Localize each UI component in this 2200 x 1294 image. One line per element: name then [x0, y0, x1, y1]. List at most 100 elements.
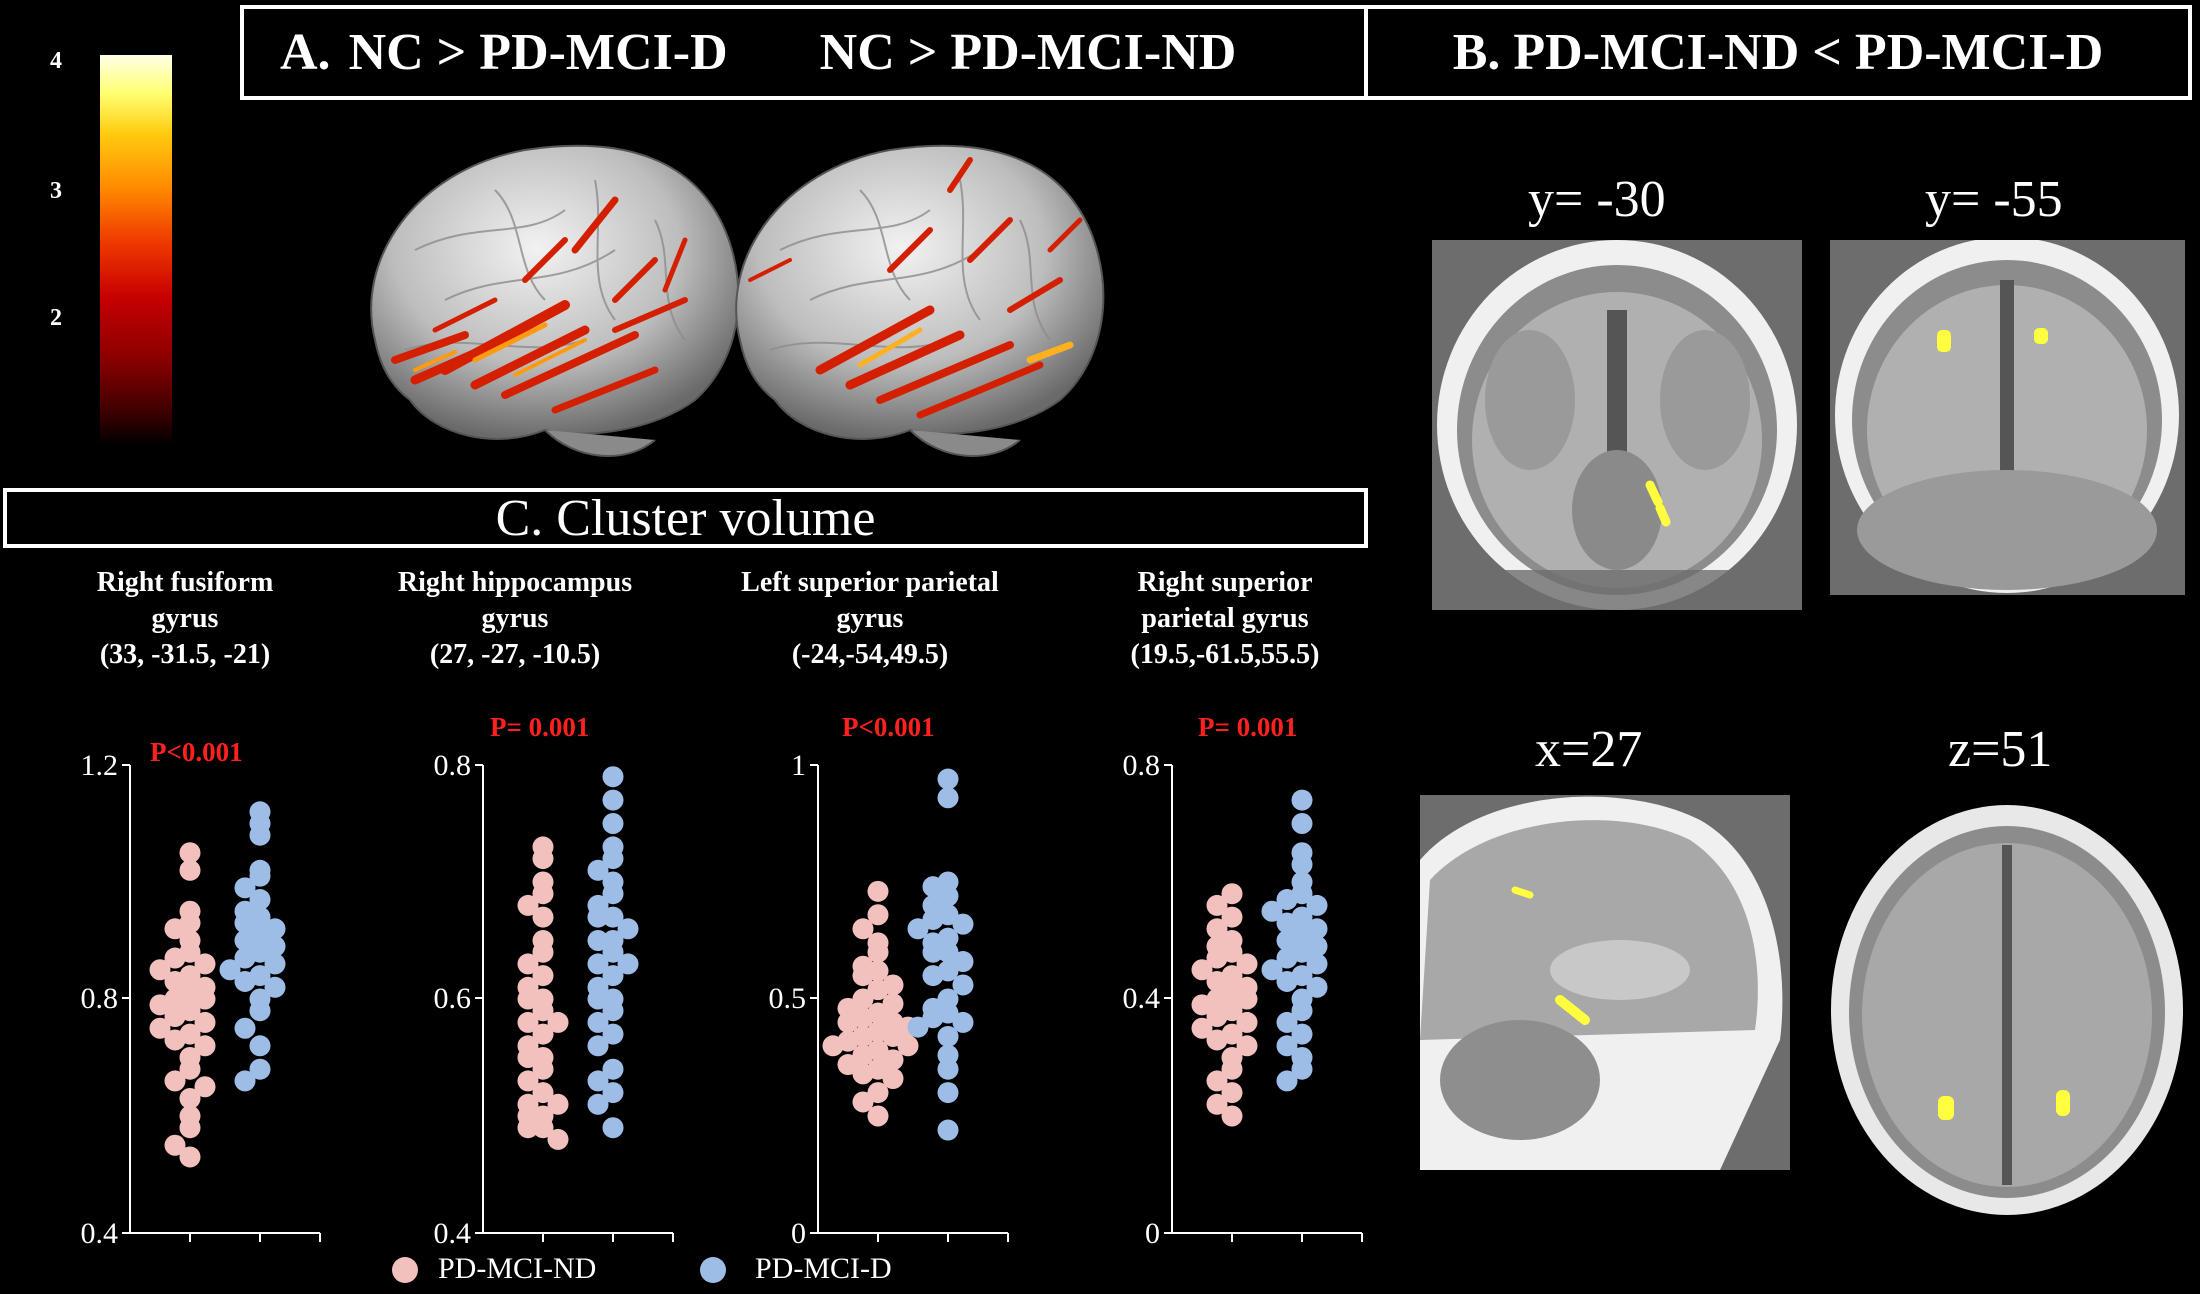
data-point-pd-mci-nd — [547, 1093, 569, 1115]
data-point-pd-mci-nd — [867, 1105, 889, 1127]
y-tick-label: 1.2 — [81, 749, 119, 782]
data-point-pd-mci-nd — [852, 918, 874, 940]
data-point-pd-mci-nd — [194, 1011, 216, 1033]
data-point-pd-mci-nd — [837, 1011, 859, 1033]
data-point-pd-mci-nd — [837, 1054, 859, 1076]
data-point-pd-mci-d — [587, 1035, 609, 1057]
data-point-pd-mci-d — [952, 951, 974, 973]
legend-label-d: PD-MCI-D — [755, 1252, 892, 1285]
legend-label-nd: PD-MCI-ND — [438, 1252, 597, 1285]
data-point-pd-mci-nd — [149, 959, 171, 981]
data-point-pd-mci-d — [234, 970, 256, 992]
title-line: Right fusiform — [96, 567, 274, 598]
panel-b-slices — [1420, 240, 2185, 1225]
data-point-pd-mci-d — [1276, 930, 1298, 951]
y-tick-label: 0.8 — [434, 749, 472, 782]
data-point-pd-mci-d — [922, 908, 944, 930]
data-point-pd-mci-nd — [1221, 906, 1243, 928]
data-point-pd-mci-d — [937, 1058, 959, 1080]
data-point-pd-mci-nd — [164, 1070, 186, 1092]
data-point-pd-mci-d — [1276, 889, 1298, 911]
data-point-pd-mci-d — [1306, 976, 1328, 998]
data-point-pd-mci-nd — [1191, 1017, 1213, 1039]
data-point-pd-mci-d — [1276, 947, 1298, 969]
data-point-pd-mci-nd — [532, 1082, 554, 1104]
data-point-pd-mci-d — [937, 1025, 959, 1047]
data-point-pd-mci-d — [587, 930, 609, 951]
data-point-pd-mci-nd — [517, 894, 539, 916]
data-point-pd-mci-d — [234, 947, 256, 969]
data-point-pd-mci-d — [219, 959, 241, 981]
data-point-pd-mci-nd — [532, 941, 554, 963]
brain-nc-vs-pd-mci-nd — [735, 144, 1105, 457]
data-point-pd-mci-nd — [179, 1058, 201, 1080]
data-point-pd-mci-nd — [194, 1076, 216, 1098]
y-tick-label: 0 — [1145, 1217, 1160, 1250]
y-tick-label: 0.8 — [81, 982, 119, 1015]
data-point-pd-mci-nd — [1206, 1029, 1228, 1051]
legend-marker-d — [700, 1257, 726, 1283]
data-point-pd-mci-d — [1291, 853, 1313, 875]
data-point-pd-mci-d — [922, 941, 944, 963]
data-point-pd-mci-nd — [179, 842, 201, 864]
data-point-pd-mci-d — [937, 941, 959, 963]
slice-label-axial-51: z=51 — [1948, 721, 2053, 778]
data-point-pd-mci-nd — [882, 993, 904, 1015]
data-point-pd-mci-d — [602, 1000, 624, 1022]
data-point-pd-mci-nd — [532, 848, 554, 870]
data-point-pd-mci-d — [1291, 1058, 1313, 1080]
data-point-pd-mci-nd — [532, 883, 554, 905]
title-line: gyrus — [151, 603, 219, 634]
data-point-pd-mci-nd — [867, 1082, 889, 1104]
data-point-pd-mci-nd — [867, 979, 889, 1001]
data-point-pd-mci-d — [1276, 1070, 1298, 1092]
data-point-pd-mci-nd — [1191, 994, 1213, 1016]
data-point-pd-mci-nd — [517, 1047, 539, 1068]
cluster-volume-plots: 0.4 0.8 1.2 0.4 0.6 0.8 0 0.5 1 0 0.4 0.8 — [81, 749, 1363, 1250]
data-point-pd-mci-d — [249, 1035, 271, 1057]
data-point-pd-mci-nd — [822, 1035, 844, 1057]
data-point-pd-mci-nd — [882, 1049, 904, 1071]
data-point-pd-mci-nd — [897, 1035, 919, 1057]
data-point-pd-mci-nd — [1206, 1006, 1228, 1028]
data-point-pd-mci-d — [602, 941, 624, 963]
data-point-pd-mci-nd — [194, 953, 216, 975]
data-point-pd-mci-d — [602, 766, 624, 788]
data-point-pd-mci-d — [1276, 1035, 1298, 1057]
data-point-pd-mci-d — [922, 1007, 944, 1029]
data-point-pd-mci-d — [617, 953, 639, 975]
data-point-pd-mci-d — [249, 824, 271, 846]
data-point-pd-mci-nd — [517, 1011, 539, 1033]
data-point-pd-mci-d — [1306, 894, 1328, 916]
plot-title-right-fusiform: Right fusiform gyrus (33, -31.5, -21) — [60, 565, 310, 673]
data-point-pd-mci-d — [249, 865, 271, 887]
panel-a-prefix: A. — [280, 24, 331, 81]
data-point-pd-mci-d — [1261, 900, 1283, 922]
data-point-pd-mci-nd — [547, 1011, 569, 1033]
data-point-pd-mci-d — [234, 1070, 256, 1092]
data-point-pd-mci-nd — [1221, 1082, 1243, 1104]
plot-title-right-superior-parietal: Right superior parietal gyrus (19.5,-61.… — [1080, 565, 1370, 673]
data-point-pd-mci-d — [587, 906, 609, 928]
data-point-pd-mci-nd — [532, 1117, 554, 1139]
data-point-pd-mci-nd — [179, 1146, 201, 1168]
colorbar-tick: 4 — [50, 48, 62, 74]
data-point-pd-mci-d — [1291, 789, 1313, 811]
data-point-pd-mci-nd — [164, 970, 186, 992]
data-point-pd-mci-nd — [1221, 1058, 1243, 1080]
data-point-pd-mci-nd — [867, 880, 889, 902]
y-tick-label: 0.6 — [434, 982, 472, 1015]
data-point-pd-mci-d — [1291, 1023, 1313, 1045]
data-point-pd-mci-nd — [1206, 918, 1228, 940]
data-point-pd-mci-nd — [164, 1006, 186, 1028]
data-point-pd-mci-d — [1291, 813, 1313, 834]
data-point-pd-mci-d — [587, 1011, 609, 1033]
p-value: P= 0.001 — [490, 712, 590, 742]
colorbar-tick: 2 — [50, 305, 62, 331]
data-point-pd-mci-d — [602, 789, 624, 811]
p-value: P<0.001 — [842, 712, 935, 742]
colorbar-tick: 3 — [50, 178, 62, 204]
data-point-pd-mci-d — [587, 1093, 609, 1115]
data-point-pd-mci-d — [617, 918, 639, 940]
title-line: gyrus — [481, 603, 549, 634]
